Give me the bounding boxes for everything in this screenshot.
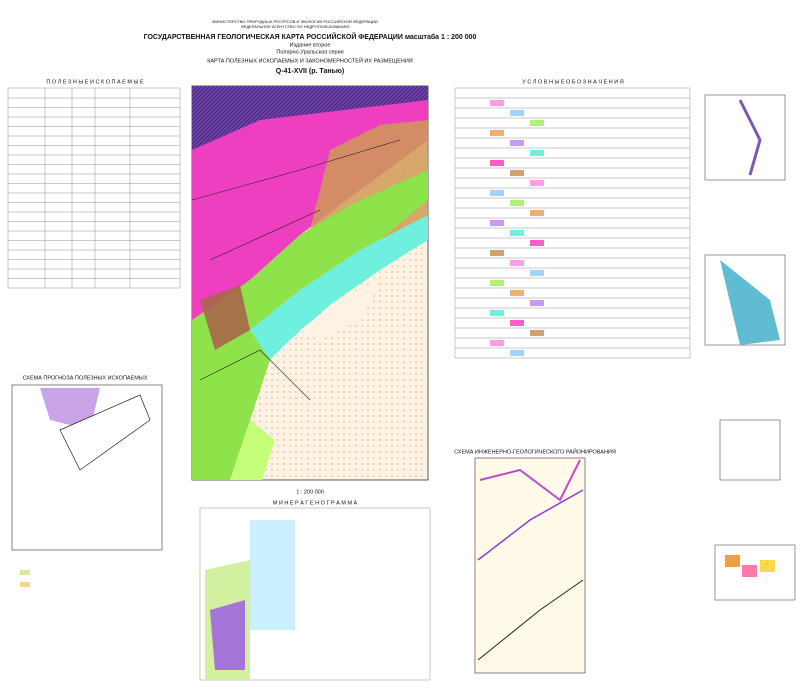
rule <box>530 270 544 276</box>
rule <box>490 310 504 316</box>
minerageno-heading: М И Н Е Р А Г Е Н О Г Р А М М А <box>273 500 358 506</box>
right-schemes <box>704 94 796 601</box>
rule <box>510 230 524 236</box>
engineering-heading: СХЕМА ИНЖЕНЕРНО-ГЕОЛОГИЧЕСКОГО РАЙОНИРОВ… <box>454 447 616 455</box>
minerals-heading: П О Л Е З Н Ы Е И С К О П А Е М Ы Е <box>46 79 143 85</box>
agency: ФЕДЕРАЛЬНОЕ АГЕНТСТВО ПО НЕДРОПОЛЬЗОВАНИ… <box>241 24 350 29</box>
rule <box>530 150 544 156</box>
rule <box>510 350 524 356</box>
rule <box>530 240 544 246</box>
rule <box>510 200 524 206</box>
rule <box>510 140 524 146</box>
rule <box>490 250 504 256</box>
rule <box>530 300 544 306</box>
rule <box>530 180 544 186</box>
rule <box>490 220 504 226</box>
forecast-scheme <box>11 384 163 587</box>
title: ГОСУДАРСТВЕННАЯ ГЕОЛОГИЧЕСКАЯ КАРТА РОСС… <box>144 32 477 41</box>
rule <box>510 320 524 326</box>
edition: Издание второе <box>290 42 331 48</box>
rule <box>510 290 524 296</box>
forecast-heading: СХЕМА ПРОГНОЗА ПОЛЕЗНЫХ ИСКОПАЕМЫХ <box>23 375 148 381</box>
legend <box>454 87 691 359</box>
scale: 1 : 200 000 <box>296 489 324 495</box>
engineering-scheme <box>474 457 586 674</box>
minerals-table <box>7 87 181 289</box>
rule <box>530 210 544 216</box>
rule <box>530 330 544 336</box>
map-title: КАРТА ПОЛЕЗНЫХ ИСКОПАЕМЫХ И ЗАКОНОМЕРНОС… <box>207 56 413 64</box>
minerageno <box>199 507 431 681</box>
rule <box>490 100 504 106</box>
rule <box>510 260 524 266</box>
rule <box>490 280 504 286</box>
rule <box>490 130 504 136</box>
rule <box>490 340 504 346</box>
main-map <box>191 85 429 481</box>
rule <box>490 160 504 166</box>
rule <box>490 190 504 196</box>
rule <box>510 170 524 176</box>
sheet: Q-41-XVII (р. Танью) <box>276 68 344 75</box>
series: Полярно-Уральская серия <box>276 49 343 55</box>
legend-heading: У С Л О В Н Ы Е О Б О З Н А Ч Е Н И Я <box>522 79 623 85</box>
rule <box>530 120 544 126</box>
ministry: МИНИСТЕРСТВО ПРИРОДНЫХ РЕСУРСОВ И ЭКОЛОГ… <box>212 19 378 24</box>
rule <box>510 110 524 116</box>
